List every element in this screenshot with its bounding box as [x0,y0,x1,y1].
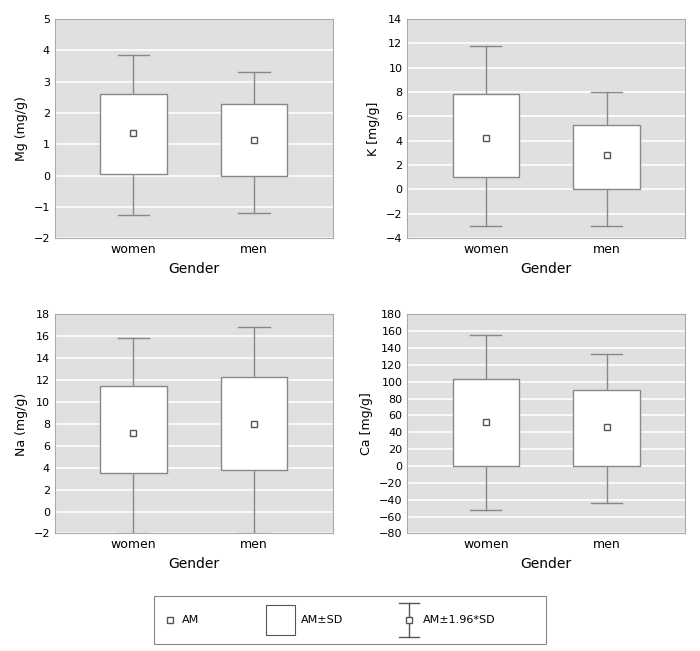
Bar [573,125,640,189]
Bar [453,94,519,177]
Y-axis label: K [mg/g]: K [mg/g] [368,102,380,156]
Bar [221,377,287,470]
Y-axis label: Ca [mg/g]: Ca [mg/g] [360,393,373,455]
Text: AM±1.96*SD: AM±1.96*SD [423,615,495,625]
Bar [100,385,167,473]
Bar [453,380,519,466]
Y-axis label: Na (mg/g): Na (mg/g) [15,393,28,456]
Text: AM: AM [181,615,199,625]
X-axis label: Gender: Gender [168,262,219,275]
Bar [100,94,167,174]
Bar [221,104,287,176]
X-axis label: Gender: Gender [521,557,572,571]
X-axis label: Gender: Gender [168,557,219,571]
Y-axis label: Mg (mg/g): Mg (mg/g) [15,96,28,161]
Bar [573,390,640,466]
X-axis label: Gender: Gender [521,262,572,275]
Bar [266,605,295,635]
Text: AM±SD: AM±SD [301,615,343,625]
